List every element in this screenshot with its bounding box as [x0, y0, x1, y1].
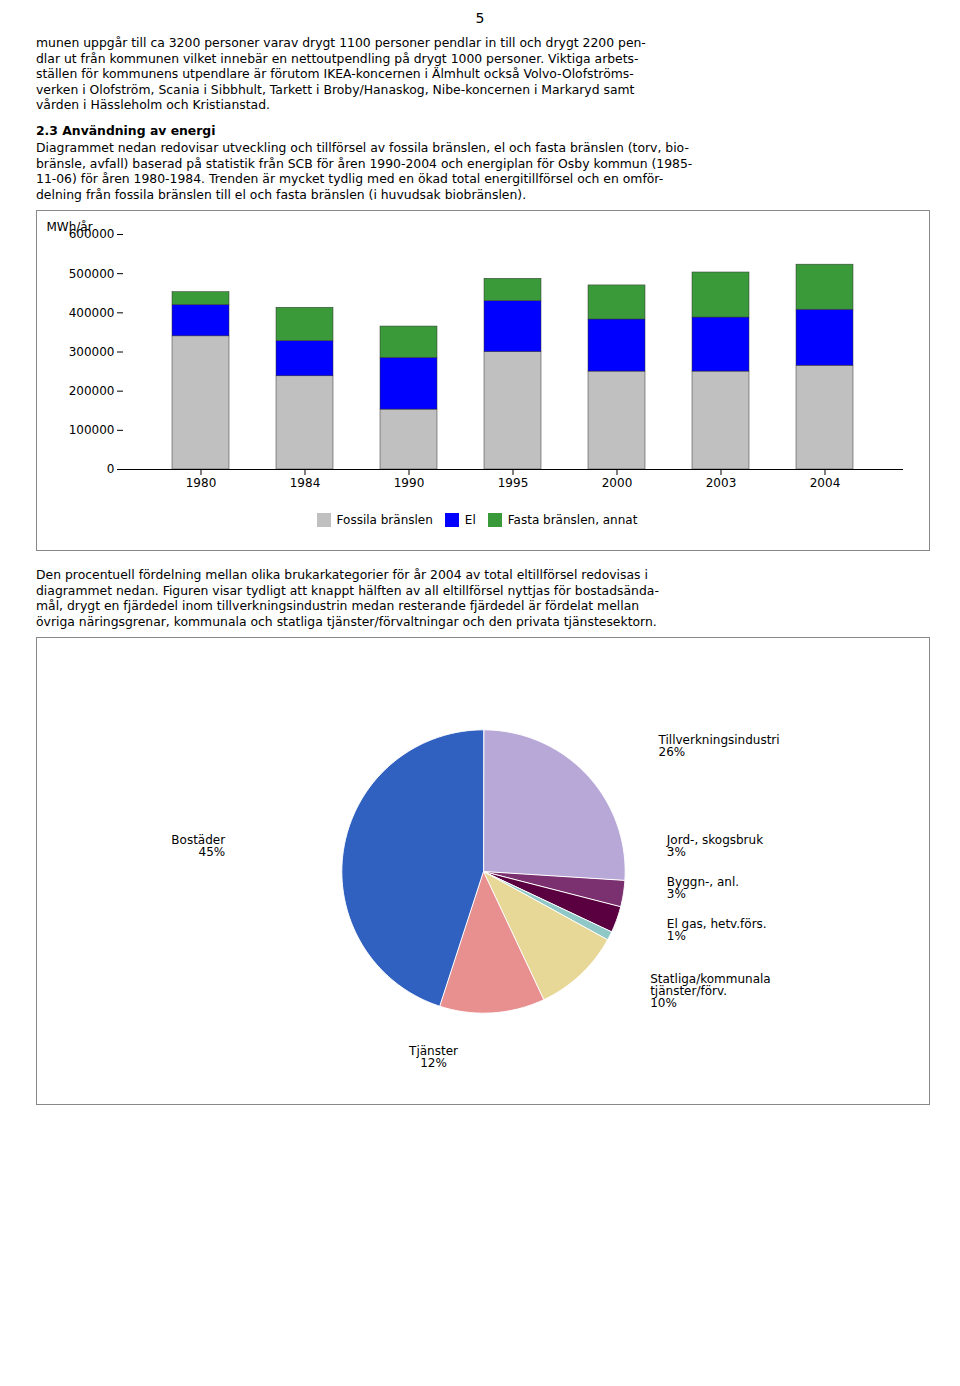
svg-text:Statliga/kommunalatjänster/för: Statliga/kommunalatjänster/förv.10%	[650, 972, 771, 1010]
html-text:Diagrammet nedan redovisar utv: Diagrammet nedan redovisar utveckling oc…	[36, 140, 689, 155]
svg-text:500000: 500000	[69, 267, 115, 281]
svg-text:Jord-, skogsbruk3%: Jord-, skogsbruk3%	[666, 833, 763, 859]
svg-text:2000: 2000	[602, 476, 633, 490]
html-text:övriga näringsgrenar, kommunal: övriga näringsgrenar, kommunala och stat…	[36, 613, 657, 629]
svg-text:100000: 100000	[69, 423, 115, 437]
svg-text:1984: 1984	[290, 476, 321, 490]
svg-text:Tillverkningsindustri26%: Tillverkningsindustri26%	[658, 733, 780, 759]
svg-text:MWh/år: MWh/år	[47, 220, 93, 234]
svg-text:1990: 1990	[394, 476, 425, 490]
svg-text:600000: 600000	[68, 227, 115, 242]
svg-text:400000: 400000	[69, 306, 115, 320]
html-text:bränsle, avfall) baserad på st: bränsle, avfall) baserad på statistik fr…	[36, 155, 693, 171]
html-text:diagrammet nedan. Figuren visa: diagrammet nedan. Figuren visar tydligt …	[36, 582, 659, 598]
html-text:5: 5	[475, 10, 485, 26]
svg-text:Tjänster12%: Tjänster12%	[408, 1044, 458, 1070]
html-text:Fossila bränslen: Fossila bränslen	[336, 512, 433, 527]
svg-text:Byggn-, anl.3%: Byggn-, anl.3%	[667, 875, 739, 901]
html-text:Den procentuell fördelning mel: Den procentuell fördelning mellan olika …	[36, 567, 648, 582]
svg-text:2003: 2003	[706, 476, 737, 490]
svg-text:Bostäder45%: Bostäder45%	[171, 833, 225, 859]
html-text:verken i Olofström, Scania i S: verken i Olofström, Scania i Sibbhult, T…	[36, 81, 635, 97]
svg-text:300000: 300000	[69, 345, 115, 359]
html-text:El: El	[464, 512, 476, 527]
html-text:delning från fossila bränslen: delning från fossila bränslen till el oc…	[36, 186, 527, 202]
svg-text:1995: 1995	[498, 476, 529, 490]
html-text:munen uppgår till ca 3200 pers: munen uppgår till ca 3200 personer varav…	[36, 35, 646, 50]
html-text:Fasta bränslen, annat: Fasta bränslen, annat	[507, 512, 638, 527]
svg-text:El gas, hetv.förs.1%: El gas, hetv.förs.1%	[667, 917, 767, 943]
html-text:mål, drygt en fjärdedel inom t: mål, drygt en fjärdedel inom tillverknin…	[36, 598, 640, 613]
svg-text:1980: 1980	[186, 476, 217, 490]
html-text:11-06) för åren 1980-1984. Tre: 11-06) för åren 1980-1984. Trenden är my…	[36, 171, 664, 186]
svg-text:2004: 2004	[810, 476, 841, 490]
html-text:ställen för kommunens utpendla: ställen för kommunens utpendlare är föru…	[36, 66, 634, 81]
html-text:dlar ut från kommunen vilket i: dlar ut från kommunen vilket innebär en …	[36, 50, 639, 66]
svg-text:200000: 200000	[69, 384, 115, 398]
html-text:vården i Hässleholm och Kristi: vården i Hässleholm och Kristianstad.	[36, 97, 270, 112]
svg-text:0: 0	[107, 462, 115, 476]
html-text:2.3 Användning av energi: 2.3 Användning av energi	[36, 122, 216, 138]
